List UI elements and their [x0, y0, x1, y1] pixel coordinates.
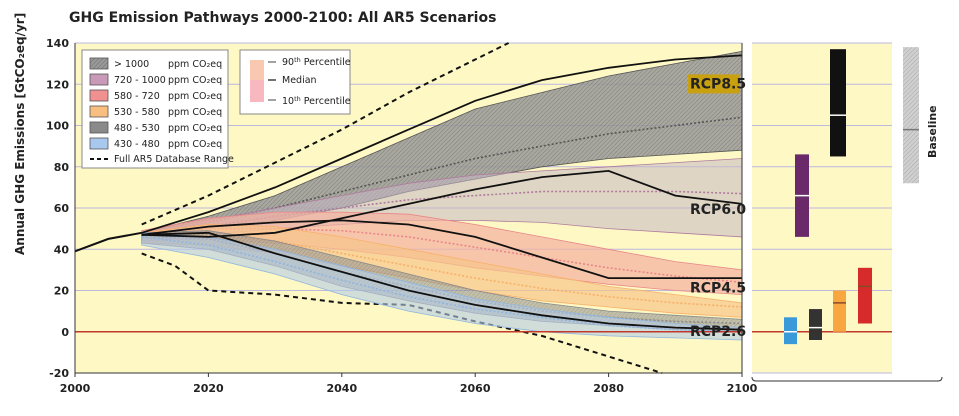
line-rcp60 — [141, 169, 743, 238]
y-tick-label: -20 — [49, 367, 69, 380]
y-tick-label: 60 — [54, 202, 70, 215]
legend-swatch — [89, 121, 109, 134]
database-range-upper — [141, 42, 510, 226]
range-bar-480-530 — [809, 309, 822, 340]
legend-unit: ppm CO₂eq — [168, 107, 222, 118]
y-tick-label: 0 — [61, 326, 69, 339]
range-bar-580-720 — [858, 267, 872, 324]
range-bar-530-580 — [833, 290, 846, 332]
rcp-label-rcp60: RCP6.0 — [690, 202, 746, 218]
rcp-labels: RCP8.5 RCP6.0 RCP4.5 RCP2.6 — [688, 74, 746, 340]
baseline-label: Baseline — [926, 105, 939, 158]
legend-label: 430 - 480 — [114, 139, 160, 150]
y-tick-label: 120 — [46, 78, 69, 91]
rcp-label-rcp85: RCP8.5 — [690, 76, 746, 92]
legend-swatch — [89, 137, 109, 150]
legend-unit: ppm CO₂eq — [168, 59, 222, 70]
legend-swatch — [89, 89, 109, 102]
x-tick-label: 2100 — [727, 382, 758, 395]
side-bracket — [751, 376, 943, 382]
legend-unit: ppm CO₂eq — [168, 75, 222, 86]
y-tick-label: 20 — [54, 285, 70, 298]
y-tick-label: 100 — [46, 120, 69, 133]
p10-label: 10th Percentile — [282, 95, 351, 107]
x-tick-label: 2020 — [193, 382, 224, 395]
legend-label: > 1000 — [114, 59, 149, 70]
rcp-label-rcp26: RCP2.6 — [690, 324, 746, 340]
rcp-label-rcp45: RCP4.5 — [690, 281, 746, 297]
rcp-lines — [74, 54, 743, 331]
x-tick-label: 2080 — [593, 382, 624, 395]
range-bar->1000 — [830, 49, 846, 157]
baseline-bar — [903, 47, 919, 184]
median-430-480 — [141, 236, 743, 333]
p90-label: 90th Percentile — [282, 56, 351, 68]
2100-range-bars — [784, 47, 919, 345]
y-tick-label: 40 — [54, 243, 70, 256]
legend-label: 480 - 530 — [114, 123, 160, 134]
median-label: Median — [282, 75, 317, 86]
legend-unit: ppm CO₂eq — [168, 139, 222, 150]
legend-swatch — [89, 57, 109, 70]
chart-title: GHG Emission Pathways 2000-2100: All AR5… — [69, 10, 496, 26]
rcp85-label-bg — [688, 74, 740, 94]
line-rcp45 — [141, 219, 742, 280]
legend-label: 580 - 720 — [114, 91, 160, 102]
x-tick-label: 2000 — [60, 382, 91, 395]
database-range — [141, 42, 663, 374]
y-tick-label: 80 — [54, 161, 70, 174]
x-tick-label: 2060 — [460, 382, 491, 395]
database-range-lower — [141, 252, 663, 374]
line-rcp85 — [141, 54, 743, 234]
y-axis-label: Annual GHG Emissions [GtCO₂eq/yr] — [13, 13, 27, 255]
range-bar-430-480 — [784, 317, 797, 345]
legend-swatch — [89, 73, 109, 86]
line-rcp26 — [141, 231, 743, 331]
historical-line — [74, 231, 142, 253]
y-tick-label: 140 — [46, 37, 69, 50]
scenario-bands — [141, 50, 743, 341]
percentile-swatch-lower — [250, 80, 264, 102]
legend-unit: ppm CO₂eq — [168, 91, 222, 102]
percentile-swatch-upper — [250, 60, 264, 80]
percentile-legend: 90th Percentile Median 10th Percentile — [239, 49, 351, 115]
x-tick-label: 2040 — [326, 382, 357, 395]
legend-unit: ppm CO₂eq — [168, 123, 222, 134]
legend-range-label: Full AR5 Database Range — [114, 154, 234, 165]
legend-swatch — [89, 105, 109, 118]
legend-label: 530 - 580 — [114, 107, 160, 118]
legend-label: 720 - 1000 — [114, 75, 166, 86]
